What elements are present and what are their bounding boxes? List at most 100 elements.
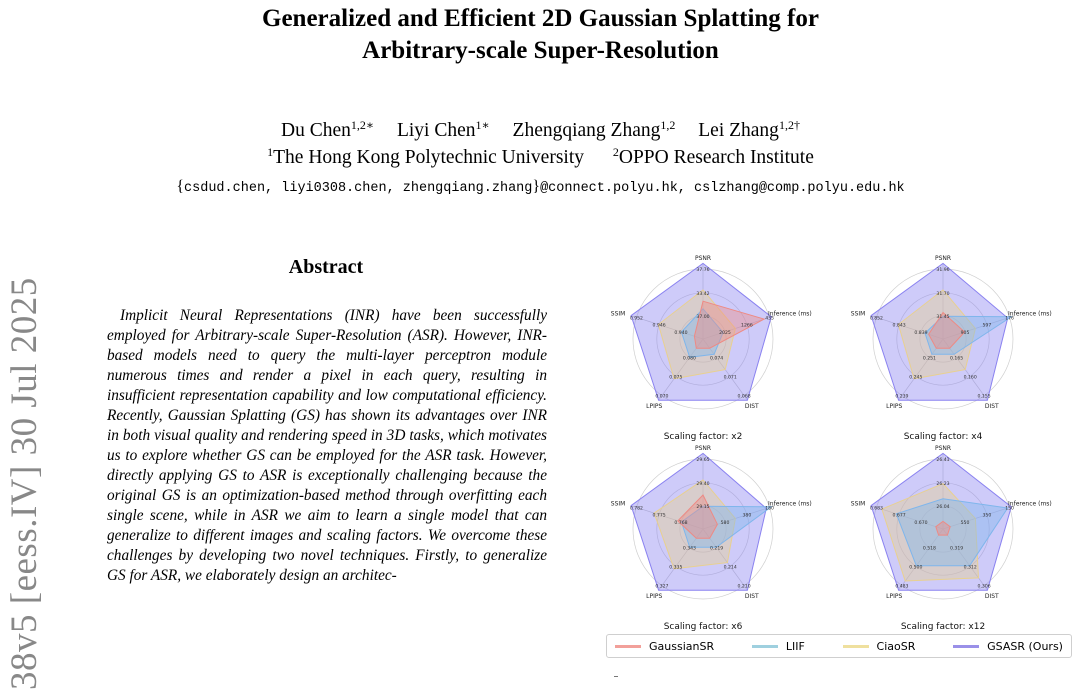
radar-axis-label: Inference (ms) (1008, 310, 1052, 317)
radar-tick-label: 905 (961, 330, 970, 336)
radar-chart-title: Scaling factor: x6 (664, 622, 743, 632)
abstract-heading: Abstract (288, 256, 364, 278)
radar-tick-label: 0.843 (893, 323, 906, 329)
radar-tick-label: 0.483 (895, 584, 908, 590)
radar-tick-label: 0.327 (655, 584, 668, 590)
radar-tick-label: 0.219 (710, 546, 723, 552)
radar-tick-label: 0.306 (978, 584, 991, 590)
radar-axis-spoke (942, 505, 1016, 530)
radar-axis-label: SSIM (851, 500, 866, 507)
legend-label: LIIF (785, 639, 805, 653)
author: Liyi Chen1∗ (396, 119, 490, 141)
author: Du Chen1,2∗ (281, 118, 375, 141)
radar-tick-label: 26.41 (936, 457, 949, 463)
legend-item: LIIF (751, 639, 805, 653)
arxiv-stamp: 38v5 [eess.IV] 30 Jul 2025 (0, 240, 50, 690)
radar-chart-title: Scaling factor: x4 (904, 432, 983, 442)
radar-axis-label: Inference (ms) (768, 500, 812, 507)
email-group[interactable]: csdud.chen, liyi0308.chen, zhengqiang.zh… (184, 181, 533, 196)
radar-axis-spoke (658, 528, 704, 591)
radar-series-area (630, 262, 772, 401)
radar-series-area (897, 289, 976, 380)
author-name: Zhengqiang Zhang (512, 120, 661, 141)
radar-tick-label: 0.068 (738, 394, 751, 400)
radar-series-area (881, 483, 980, 582)
author-affiliation-mark: 1,2∗ (350, 118, 375, 132)
radar-tick-label: 0.852 (870, 315, 883, 321)
radar-tick-label: 0.210 (738, 584, 751, 590)
radar-chart: 26.04 26.23 26.41 550 350 150 0.319 0.312 0.306 0… (851, 445, 1052, 632)
radar-tick-label: 33.42 (696, 291, 709, 297)
radar-tick-label: 550 (961, 520, 970, 526)
radar-tick-label: 380 (743, 513, 752, 519)
radar-series-area (924, 315, 1013, 355)
radar-tick-label: 29.15 (696, 504, 709, 510)
affiliation: 1The Hong Kong Polytechnic University (267, 145, 584, 168)
legend-swatch (953, 644, 980, 648)
affiliation-name: The Hong Kong Polytechnic University (273, 147, 584, 168)
paper-title: Generalized and Efficient 2D Gaussian Sp… (0, 3, 1081, 67)
legend-item: GSASR (Ours) (953, 640, 1063, 653)
radar-tick-label: 1266 (741, 323, 753, 329)
radar-axis-label: DIST (745, 403, 759, 410)
legend-item: CiaoSR (842, 640, 915, 653)
email-extra[interactable]: cslzhang@comp.polyu.edu.hk (694, 181, 905, 196)
radar-axis-label: LPIPS (646, 403, 662, 410)
author: Lei Zhang1,2† (698, 119, 800, 141)
radar-tick-label: 0.214 (724, 564, 737, 570)
affiliation-list: 1The Hong Kong Polytechnic University 2O… (0, 145, 1081, 171)
author-name: Liyi Chen (396, 120, 476, 141)
radar-axis-spoke (702, 505, 776, 530)
radar-tick-label: 31.45 (936, 314, 949, 320)
radar-series-area (653, 479, 736, 570)
radar-tick-label: 0.940 (674, 330, 687, 336)
radar-series-area (657, 289, 736, 380)
title-line-2: Arbitrary-scale Super-Resolution (362, 37, 719, 64)
radar-axis-label: PSNR (695, 255, 711, 262)
radar-tick-label: 0.952 (630, 315, 643, 321)
author-list: Du Chen1,2∗ Liyi Chen1∗ Zhengqiang Zhang… (0, 118, 1081, 144)
radar-tick-label: 0.312 (964, 564, 977, 570)
radar-tick-label: 0.075 (669, 374, 682, 380)
affiliation-mark: 1 (267, 145, 274, 159)
author-affiliation-mark: 1,2 (660, 118, 676, 132)
author-name: Lei Zhang (698, 120, 779, 141)
radar-tick-label: 0.080 (683, 356, 696, 362)
radar-tick-label: 150 (1005, 505, 1014, 511)
radar-axis-label: DIST (985, 593, 999, 600)
radar-tick-label: 0.839 (914, 330, 927, 336)
arxiv-stamp-text: 38v5 [eess.IV] 30 Jul 2025 (4, 277, 45, 690)
radar-series-area (928, 311, 966, 349)
radar-axis-label: PSNR (935, 445, 951, 452)
radar-tick-label: 180 (765, 505, 774, 511)
radar-axis-label: DIST (985, 403, 999, 410)
radar-series-area (693, 300, 766, 349)
chart-legend: GaussianSR LIIF CiaoSR GSASR (Ours) (606, 634, 1072, 658)
radar-tick-label: 0.670 (914, 520, 927, 526)
radar-tick-label: 0.245 (909, 374, 922, 380)
email-brace-open: { (176, 178, 185, 195)
radar-chart-title: Scaling factor: x12 (901, 622, 985, 632)
legend-swatch (842, 644, 869, 648)
radar-tick-label: 0.946 (653, 323, 666, 329)
radar-chart-title: Scaling factor: x2 (664, 432, 743, 442)
radar-axis-label: LPIPS (886, 593, 902, 600)
radar-axis-label: DIST (745, 593, 759, 600)
legend-swatch (751, 644, 778, 648)
email-domain[interactable]: @connect.polyu.hk, (540, 181, 686, 196)
radar-axis-label: SSIM (611, 500, 626, 507)
affiliation-mark: 2 (612, 145, 619, 159)
affiliation: 2OPPO Research Institute (612, 145, 814, 168)
radar-series-area (680, 505, 773, 548)
radar-axis-spoke (658, 338, 704, 401)
radar-tick-label: 0.775 (653, 513, 666, 519)
radar-tick-label: 0.500 (909, 564, 922, 570)
radar-axis-spoke (942, 528, 988, 591)
radar-axis-label: SSIM (611, 310, 626, 317)
radar-chart-figure: 37.00 33.42 37.76 2025 1266 435 0.074 0.071 0.06… (598, 252, 1081, 682)
radar-axis-spoke (898, 338, 944, 401)
radar-tick-label: 176 (1005, 315, 1014, 321)
radar-series-area (680, 308, 724, 358)
legend-label: GaussianSR (649, 639, 715, 653)
radar-series-area (630, 452, 767, 591)
